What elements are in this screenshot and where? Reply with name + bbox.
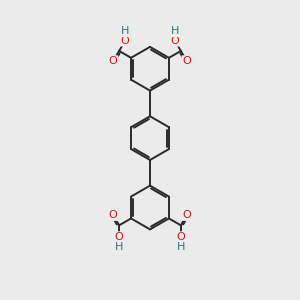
Text: H: H <box>121 26 129 36</box>
Text: O: O <box>176 232 185 242</box>
Text: O: O <box>109 56 118 66</box>
Text: O: O <box>115 232 124 242</box>
Text: O: O <box>182 56 191 66</box>
Text: O: O <box>170 36 179 46</box>
Text: O: O <box>109 210 118 220</box>
Text: H: H <box>115 242 123 252</box>
Text: O: O <box>121 36 130 46</box>
Text: O: O <box>182 210 191 220</box>
Text: H: H <box>171 26 179 36</box>
Text: H: H <box>177 242 185 252</box>
